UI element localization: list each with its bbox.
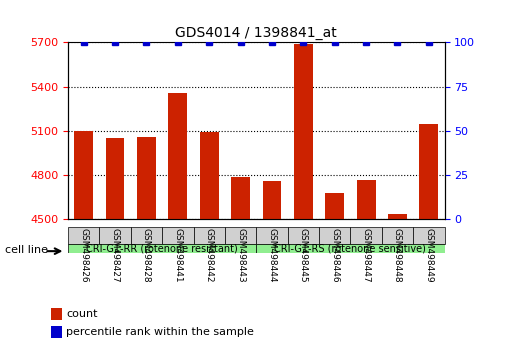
Bar [357, 180, 376, 219]
Text: CRI-G1-RS (rotenone sensitive): CRI-G1-RS (rotenone sensitive) [275, 244, 426, 253]
FancyBboxPatch shape [413, 227, 445, 244]
Bar [106, 138, 124, 219]
Bar [294, 44, 313, 219]
Text: GSM498444: GSM498444 [267, 228, 277, 282]
FancyBboxPatch shape [162, 227, 194, 244]
FancyBboxPatch shape [256, 244, 445, 253]
FancyBboxPatch shape [319, 227, 350, 244]
FancyBboxPatch shape [194, 227, 225, 244]
Text: GSM498428: GSM498428 [142, 228, 151, 282]
FancyBboxPatch shape [350, 227, 382, 244]
Text: GSM498426: GSM498426 [79, 228, 88, 282]
FancyBboxPatch shape [225, 227, 256, 244]
FancyBboxPatch shape [99, 227, 131, 244]
Bar [419, 124, 438, 219]
Bar [74, 131, 93, 219]
Text: GSM498427: GSM498427 [110, 228, 120, 282]
Bar [231, 177, 250, 219]
Text: GSM498441: GSM498441 [173, 228, 183, 282]
Bar [263, 181, 281, 219]
Text: percentile rank within the sample: percentile rank within the sample [66, 327, 254, 337]
Bar [325, 193, 344, 219]
Text: GSM498445: GSM498445 [299, 228, 308, 282]
Text: CRI-G1-RR (rotenone resistant): CRI-G1-RR (rotenone resistant) [86, 244, 238, 253]
Bar [168, 93, 187, 219]
Bar [51, 326, 62, 338]
FancyBboxPatch shape [131, 227, 162, 244]
FancyBboxPatch shape [256, 227, 288, 244]
Text: cell line: cell line [5, 245, 48, 255]
Text: GSM498446: GSM498446 [330, 228, 339, 282]
Bar [137, 137, 156, 219]
FancyBboxPatch shape [288, 227, 319, 244]
FancyBboxPatch shape [68, 227, 99, 244]
Text: count: count [66, 309, 98, 319]
Bar [51, 308, 62, 320]
Bar [388, 213, 407, 219]
Title: GDS4014 / 1398841_at: GDS4014 / 1398841_at [175, 26, 337, 40]
Text: GSM498448: GSM498448 [393, 228, 402, 282]
FancyBboxPatch shape [68, 244, 256, 253]
Bar [200, 132, 219, 219]
Text: GSM498449: GSM498449 [424, 228, 434, 282]
FancyBboxPatch shape [382, 227, 413, 244]
Text: GSM498442: GSM498442 [204, 228, 214, 282]
Text: GSM498443: GSM498443 [236, 228, 245, 282]
Text: GSM498447: GSM498447 [361, 228, 371, 282]
